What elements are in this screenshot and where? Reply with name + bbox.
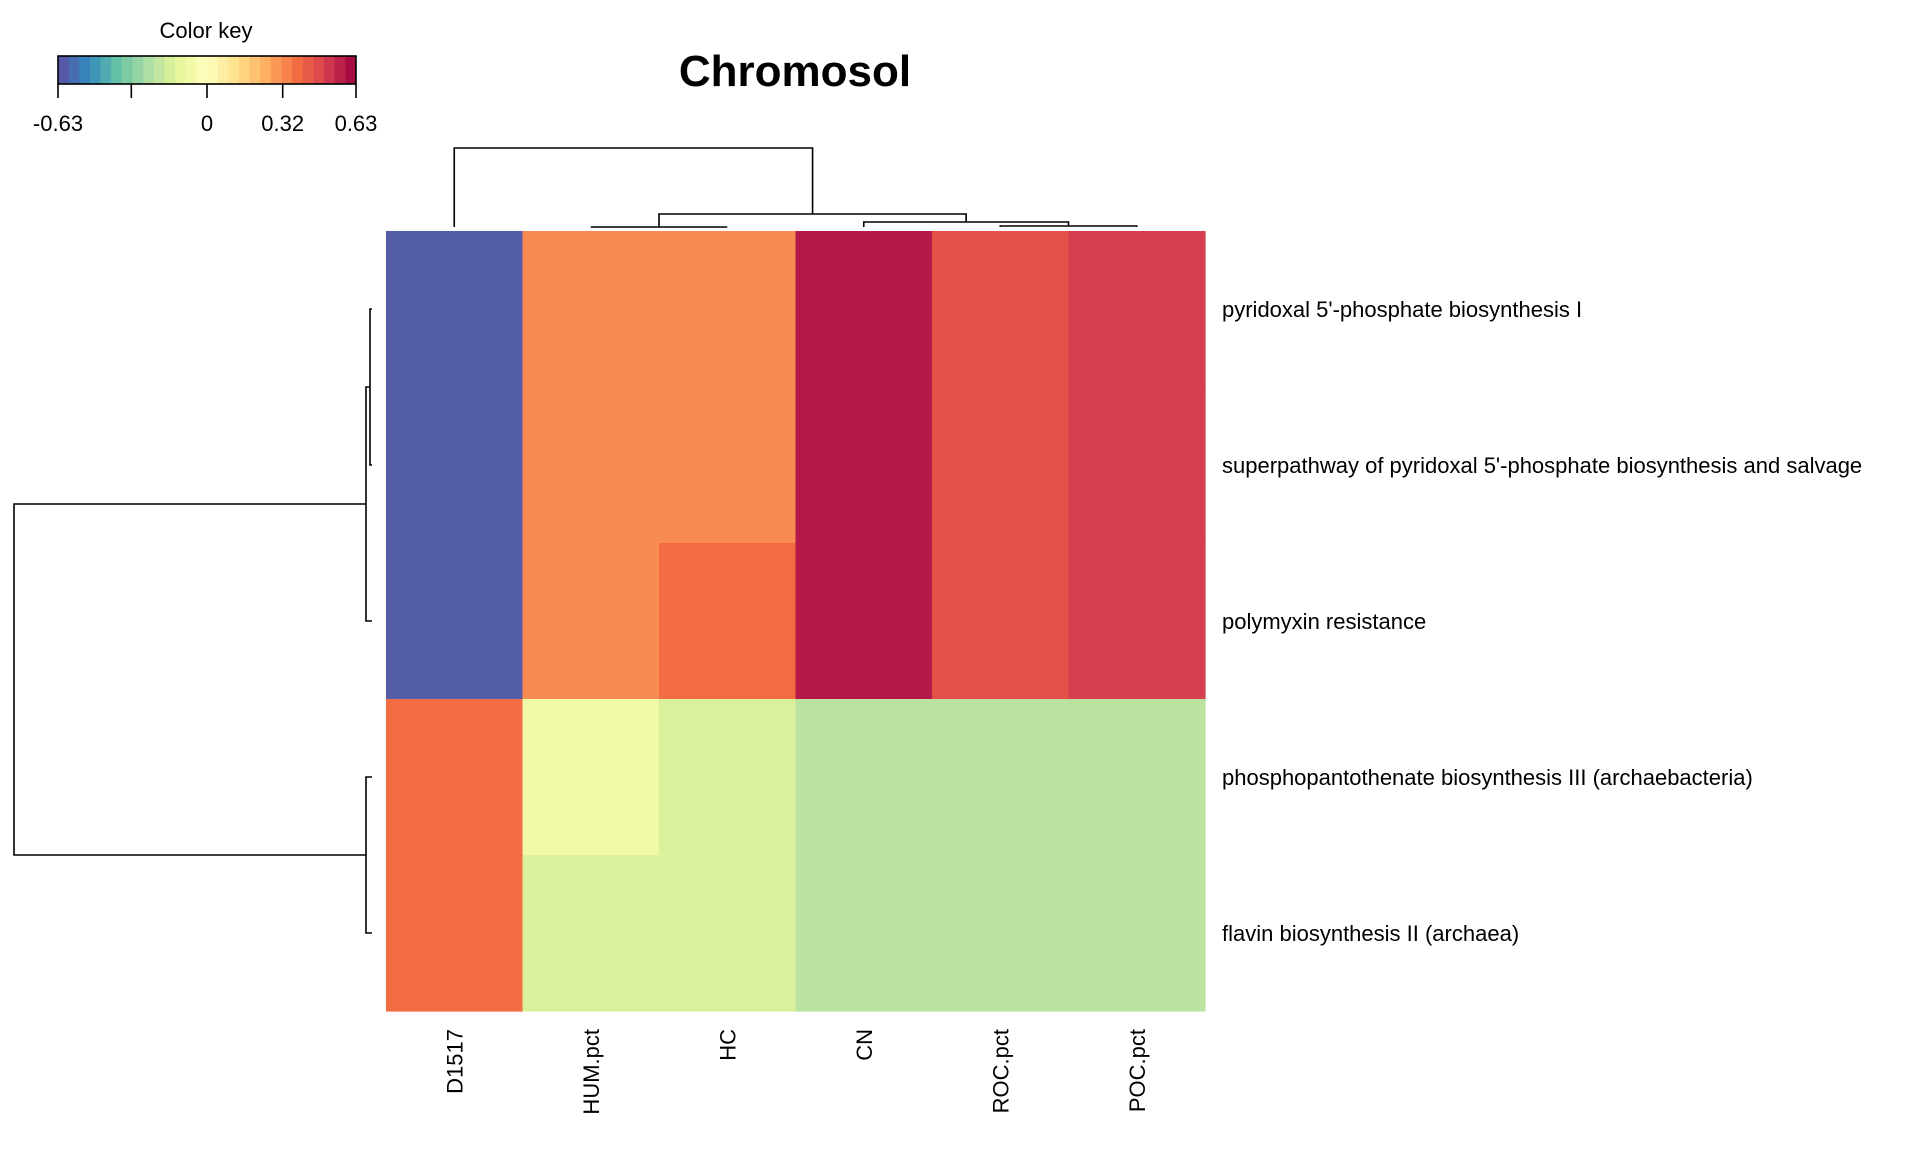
color-key-tick-label: 0 bbox=[201, 111, 213, 136]
heatmap-cell-r4-c3 bbox=[659, 699, 797, 856]
color-key-tick-label: 0.63 bbox=[335, 111, 378, 136]
color-key-swatch bbox=[121, 56, 133, 84]
heatmap-cell-r2-c3 bbox=[659, 387, 797, 544]
heatmap-cell-r5-c4 bbox=[795, 855, 933, 1012]
column-dendrogram bbox=[453, 147, 1138, 228]
dendrogram-branch bbox=[369, 308, 372, 466]
column-label: POC.pct bbox=[1125, 1029, 1150, 1112]
color-key-swatch bbox=[143, 56, 155, 84]
color-key-swatch bbox=[185, 56, 197, 84]
dendrogram-branch bbox=[999, 225, 1138, 227]
heatmap-cell-r4-c1 bbox=[386, 699, 524, 856]
color-key-swatch bbox=[217, 56, 229, 84]
heatmap-cells bbox=[386, 231, 1206, 1012]
color-key-swatch bbox=[153, 56, 165, 84]
heatmap-cell-r4-c5 bbox=[932, 699, 1070, 856]
heatmap-cell-r4-c2 bbox=[522, 699, 660, 856]
heatmap-cell-r1-c6 bbox=[1068, 231, 1206, 388]
color-key-swatch bbox=[111, 56, 123, 84]
color-key-swatch bbox=[164, 56, 176, 84]
color-key-swatch bbox=[58, 56, 70, 84]
column-label: HC bbox=[715, 1029, 740, 1061]
color-key-swatch bbox=[89, 56, 102, 84]
color-key-swatch bbox=[238, 56, 251, 84]
heatmap-cell-r3-c5 bbox=[932, 543, 1070, 700]
color-key-swatch bbox=[281, 56, 293, 84]
color-key-swatch bbox=[100, 56, 112, 84]
heatmap-cell-r3-c3 bbox=[659, 543, 797, 700]
heatmap-cell-r5-c5 bbox=[932, 855, 1070, 1012]
color-key-swatch bbox=[292, 56, 304, 84]
color-key-swatch bbox=[79, 56, 91, 84]
column-label: HUM.pct bbox=[579, 1029, 604, 1115]
dendrogram-branch bbox=[453, 147, 814, 227]
row-label: pyridoxal 5'-phosphate biosynthesis I bbox=[1222, 297, 1582, 322]
heatmap-cell-r1-c4 bbox=[795, 231, 933, 388]
heatmap-cell-r3-c4 bbox=[795, 543, 933, 700]
row-labels: pyridoxal 5'-phosphate biosynthesis I sup… bbox=[1222, 297, 1862, 946]
color-key: -0.63 0 0.32 0.63 bbox=[33, 55, 378, 136]
color-key-swatch bbox=[313, 56, 325, 84]
color-key-swatch bbox=[324, 56, 336, 84]
heatmap-cell-r1-c2 bbox=[522, 231, 660, 388]
dendrogram-branch bbox=[658, 213, 967, 227]
column-label: D1517 bbox=[442, 1029, 467, 1094]
color-key-tick-label: -0.63 bbox=[33, 111, 83, 136]
row-label: flavin biosynthesis II (archaea) bbox=[1222, 921, 1519, 946]
color-key-swatch bbox=[207, 56, 219, 84]
color-key-swatch bbox=[132, 56, 144, 84]
dendrogram-branch bbox=[365, 776, 372, 934]
color-key-swatch bbox=[345, 56, 357, 84]
dendrogram-branch bbox=[365, 386, 372, 622]
color-key-tick-label: 0.32 bbox=[261, 111, 304, 136]
color-key-swatch bbox=[196, 56, 208, 84]
color-key-swatch bbox=[228, 56, 240, 84]
heatmap-cell-r5-c1 bbox=[386, 855, 524, 1012]
heatmap-cell-r5-c2 bbox=[522, 855, 660, 1012]
row-dendrogram bbox=[13, 308, 372, 934]
heatmap-cell-r3-c1 bbox=[386, 543, 524, 700]
color-key-swatch bbox=[260, 56, 272, 84]
row-label: superpathway of pyridoxal 5'-phosphate b… bbox=[1222, 453, 1862, 478]
column-label: ROC.pct bbox=[988, 1029, 1013, 1113]
color-key-swatch bbox=[334, 56, 346, 84]
color-key-title: Color key bbox=[160, 18, 253, 43]
heatmap-cell-r2-c5 bbox=[932, 387, 1070, 544]
color-key-swatch bbox=[68, 56, 80, 84]
heatmap-cell-r3-c6 bbox=[1068, 543, 1206, 700]
heatmap-cell-r2-c1 bbox=[386, 387, 524, 544]
heatmap-cell-r2-c6 bbox=[1068, 387, 1206, 544]
heatmap-cell-r1-c5 bbox=[932, 231, 1070, 388]
color-key-swatch bbox=[249, 56, 261, 84]
row-label: phosphopantothenate biosynthesis III (ar… bbox=[1222, 765, 1753, 790]
heatmap-cell-r4-c6 bbox=[1068, 699, 1206, 856]
heatmap-cell-r4-c4 bbox=[795, 699, 933, 856]
dendrogram-branch bbox=[13, 503, 366, 856]
heatmap-cell-r3-c2 bbox=[522, 543, 660, 700]
heatmap-cell-r2-c4 bbox=[795, 387, 933, 544]
heatmap-cell-r5-c3 bbox=[659, 855, 797, 1012]
heatmap-cell-r2-c2 bbox=[522, 387, 660, 544]
heatmap-cell-r1-c1 bbox=[386, 231, 524, 388]
color-key-swatch bbox=[270, 56, 282, 84]
column-labels: D1517 HUM.pct HC CN ROC.pct POC.pct bbox=[442, 1029, 1150, 1115]
row-label: polymyxin resistance bbox=[1222, 609, 1426, 634]
heatmap-cell-r1-c3 bbox=[659, 231, 797, 388]
color-key-swatch bbox=[302, 56, 314, 84]
color-key-swatch bbox=[175, 56, 187, 84]
chart-title: Chromosol bbox=[679, 47, 911, 96]
heatmap-cell-r5-c6 bbox=[1068, 855, 1206, 1012]
column-label: CN bbox=[852, 1029, 877, 1061]
